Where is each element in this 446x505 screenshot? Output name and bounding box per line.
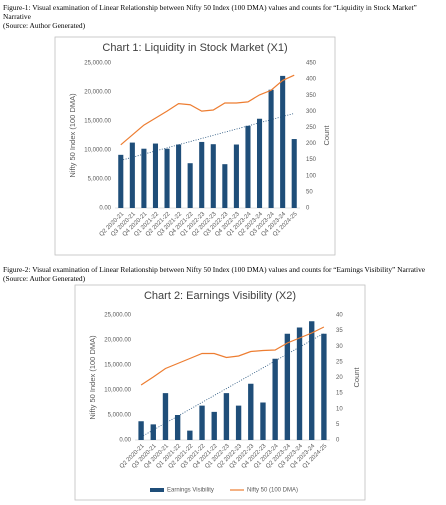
- bar: [174, 415, 181, 440]
- caption: Figure-1: Visual examination of Linear R…: [3, 3, 441, 30]
- caption-source: (Source: Author Generated): [3, 21, 86, 30]
- y2-axis-title: Count: [352, 367, 361, 388]
- line: [140, 326, 325, 386]
- y-tick-label: 10,000.00: [84, 148, 111, 154]
- bar: [296, 327, 303, 440]
- bar: [291, 139, 297, 208]
- bar: [118, 154, 124, 208]
- y2-tick-label: 0: [336, 438, 340, 444]
- bar: [222, 164, 228, 208]
- caption-text: Figure-1: Visual examination of Linear R…: [3, 3, 417, 21]
- bar: [268, 89, 274, 208]
- bar: [162, 393, 169, 440]
- y2-tick-label: 250: [306, 125, 317, 131]
- chart-title: Chart 1: Liquidity in Stock Market (X1): [102, 42, 287, 54]
- bar: [141, 148, 147, 208]
- bar: [260, 402, 266, 440]
- y2-tick-label: 25: [336, 359, 343, 365]
- caption-text: Figure-2: Visual examination of Linear R…: [3, 265, 426, 274]
- y-tick-label: 20,000.00: [84, 90, 111, 96]
- bar: [176, 144, 182, 208]
- y2-tick-label: 30: [336, 344, 343, 350]
- y2-tick-label: 0: [306, 206, 310, 212]
- caption: Figure-2: Visual examination of Linear R…: [3, 265, 441, 283]
- y-tick-label: 15,000.00: [104, 363, 131, 369]
- bar: [210, 144, 216, 208]
- y2-axis-title: Count: [322, 125, 331, 146]
- bar: [272, 358, 278, 440]
- y-tick-label: 15,000.00: [84, 119, 111, 125]
- bar: [187, 430, 193, 440]
- y-axis-title: Nifty 50 Index (100 DMA): [88, 335, 97, 420]
- legend-label: Nifty 50 (100 DMA): [247, 488, 298, 494]
- y2-tick-label: 400: [306, 77, 317, 83]
- y2-tick-label: 5: [336, 422, 340, 428]
- y2-tick-label: 200: [306, 141, 317, 147]
- y2-tick-label: 100: [306, 173, 317, 179]
- bar: [284, 333, 291, 440]
- bar: [223, 393, 230, 440]
- bar: [280, 75, 286, 208]
- bar: [129, 142, 135, 208]
- bar: [248, 383, 254, 440]
- bar: [199, 141, 205, 208]
- bar: [199, 405, 205, 440]
- bar: [309, 321, 315, 440]
- y-tick-label: 0.00: [119, 438, 131, 444]
- y-tick-label: 5,000.00: [108, 413, 132, 419]
- y-tick-label: 0.00: [99, 206, 111, 212]
- y2-tick-label: 15: [336, 391, 343, 397]
- bar: [211, 411, 217, 440]
- chart-frame: [54, 36, 336, 256]
- y-tick-label: 20,000.00: [104, 338, 131, 344]
- caption-source: (Source: Author Generated): [3, 274, 86, 283]
- bar: [152, 143, 159, 208]
- bar: [233, 144, 239, 208]
- y2-tick-label: 300: [306, 109, 317, 115]
- y-axis-title: Nifty 50 Index (100 DMA): [68, 93, 77, 178]
- bar: [138, 421, 144, 440]
- y-tick-label: 10,000.00: [104, 388, 131, 394]
- y2-tick-label: 50: [306, 189, 313, 195]
- y-tick-label: 5,000.00: [88, 177, 112, 183]
- y2-tick-label: 150: [306, 157, 317, 163]
- y2-tick-label: 35: [336, 328, 343, 334]
- y2-tick-label: 10: [336, 406, 343, 412]
- legend-label: Earnings Visibility: [167, 488, 214, 494]
- bar: [164, 148, 170, 208]
- bar: [187, 163, 193, 208]
- chart-title: Chart 2: Earnings Visibility (X2): [144, 290, 296, 302]
- y-tick-label: 25,000.00: [84, 61, 111, 67]
- y2-tick-label: 20: [336, 375, 343, 381]
- y2-tick-label: 450: [306, 61, 317, 67]
- legend-swatch: [150, 488, 164, 492]
- trendline: [140, 332, 325, 438]
- bar: [321, 333, 327, 440]
- bar: [150, 424, 156, 440]
- chart-frame: [74, 284, 366, 501]
- bar: [235, 405, 242, 440]
- y-tick-label: 25,000.00: [104, 313, 131, 319]
- line: [120, 74, 295, 146]
- bar: [245, 125, 251, 208]
- y2-tick-label: 40: [336, 313, 343, 319]
- y2-tick-label: 350: [306, 93, 317, 99]
- bar: [256, 118, 263, 208]
